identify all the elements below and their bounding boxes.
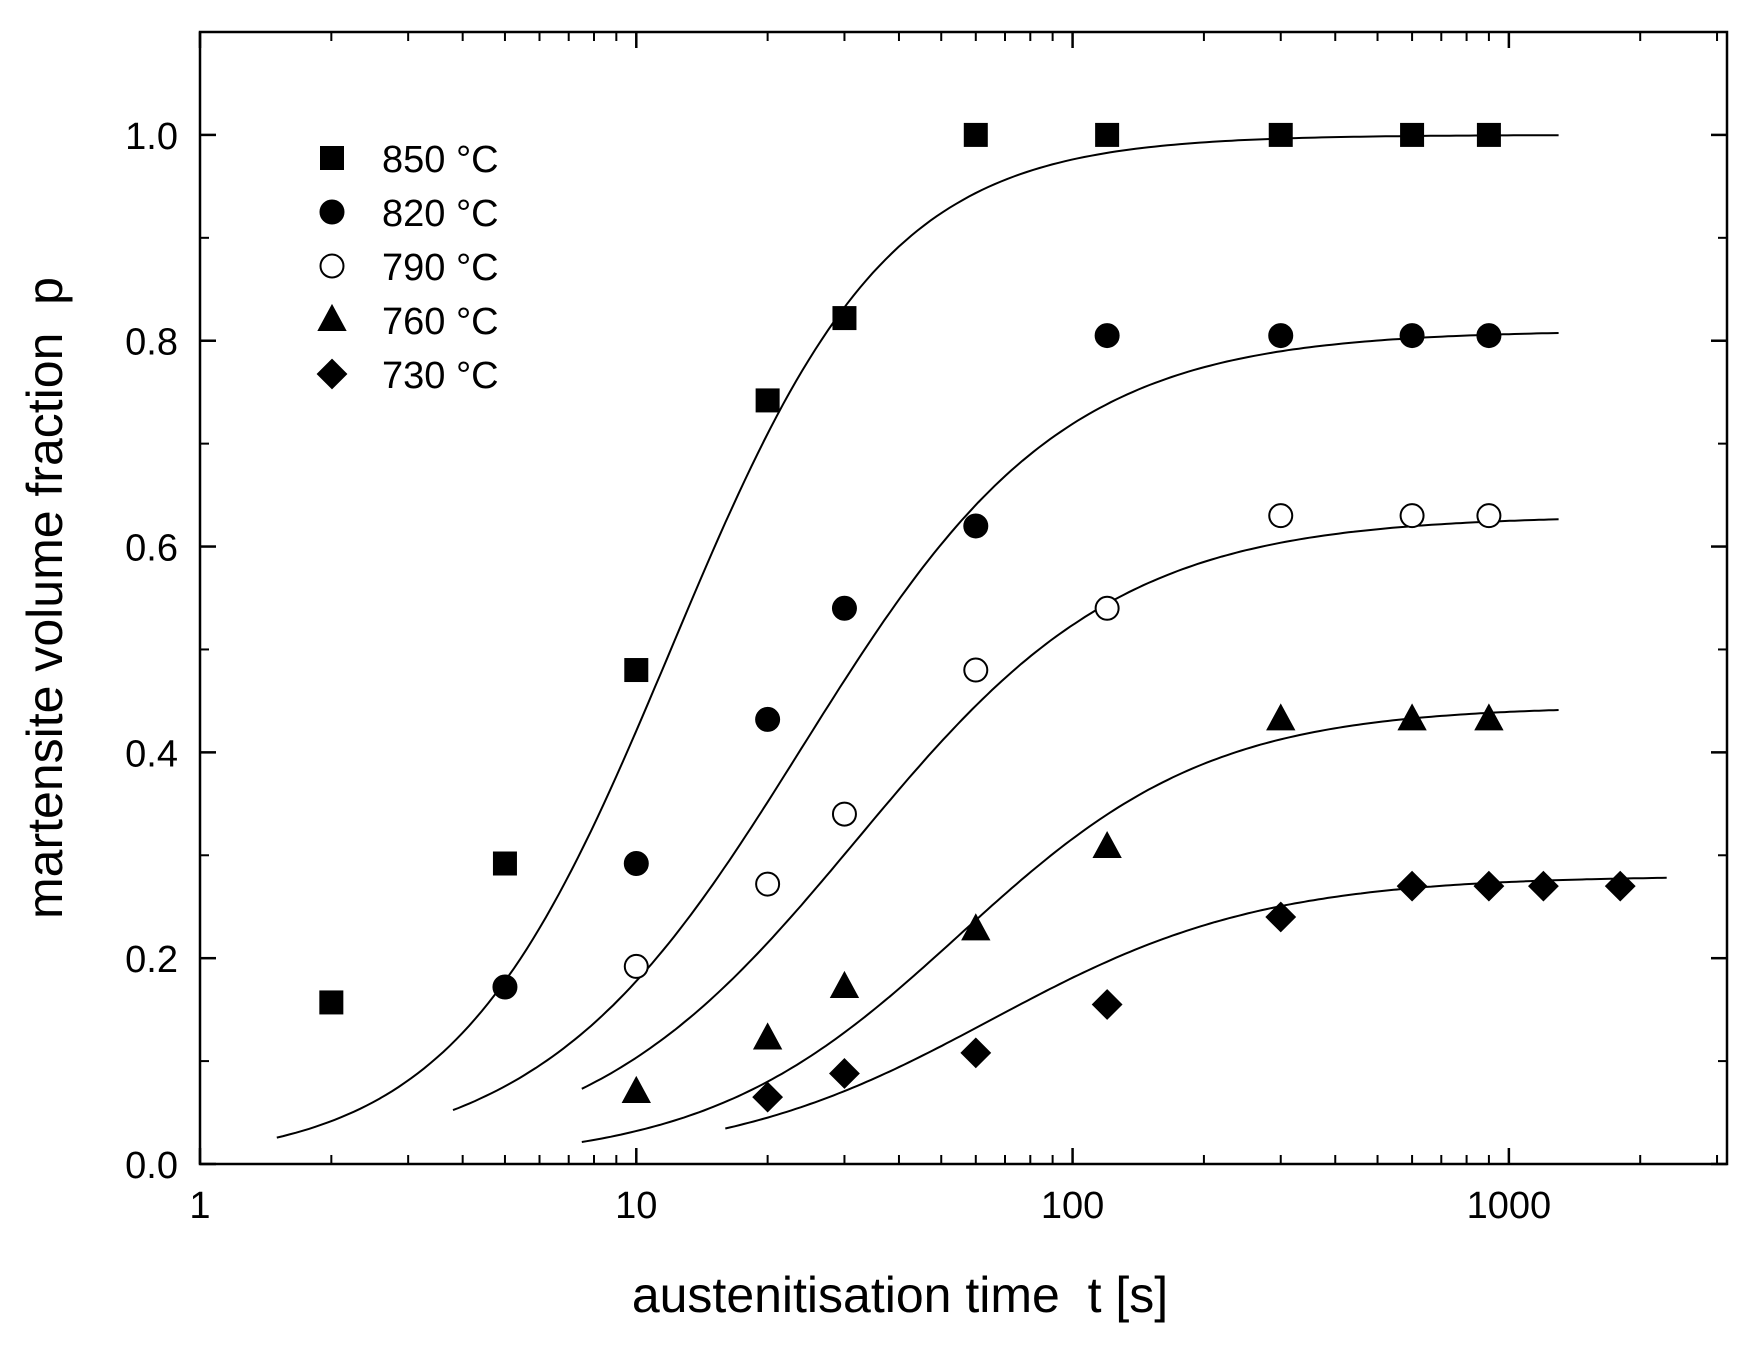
data-point [829,970,860,998]
data-point [1400,122,1425,147]
legend-marker [319,253,345,279]
data-point [1528,870,1559,902]
y-tick-label: 0.0 [125,1145,178,1187]
data-point [831,801,857,827]
y-tick-label: 1.0 [125,116,178,158]
data-point [1091,989,1123,1020]
x-tick-label: 10 [615,1185,657,1227]
data-point [752,1081,784,1113]
x-axis-label: austenitisation time t [s] [632,1267,1168,1323]
y-axis-label: martensite volume fraction p [17,277,73,919]
data-point [832,306,857,331]
fit-curve [581,518,1559,1090]
data-point [1476,503,1502,529]
x-tick-label: 1000 [1467,1185,1552,1227]
legend-marker [317,303,347,331]
y-tick-label: 0.8 [125,322,178,364]
fit-curve [581,709,1559,1143]
data-point [1474,703,1504,731]
legend-label: 760 °C [382,301,499,343]
data-point [1094,595,1120,621]
data-point [1268,503,1294,529]
fit-curve [276,134,1559,1139]
fit-curve [452,332,1559,1112]
data-point [1473,870,1505,902]
data-point [752,1022,783,1050]
data-point [960,1037,992,1069]
data-point [963,657,989,683]
data-point [1399,323,1425,349]
y-tick-label: 0.4 [125,733,178,775]
data-point [963,122,988,147]
data-point [1268,323,1294,349]
data-point [963,513,989,539]
legend-marker [320,146,344,170]
data-point [1268,122,1293,147]
data-point [1396,870,1428,902]
legend-label: 790 °C [382,247,499,289]
fit-curve [725,876,1667,1130]
data-point [623,851,649,877]
data-point [492,851,517,876]
plot-frame [198,30,1729,1166]
y-tick-label: 0.2 [125,939,178,981]
axis-ticks: 1 10 100 1000 0.0 0.2 0.4 0.6 0.8 1.0 [125,31,1727,1227]
data-point [1265,901,1297,933]
legend-marker [316,358,348,390]
data-point [1095,122,1120,147]
legend-label: 820 °C [382,193,499,235]
legend-label: 730 °C [382,355,499,397]
data-point [1094,323,1120,349]
data-point [755,388,780,413]
data-point [621,1075,651,1103]
legend-label: 850 °C [382,139,499,181]
data-point [755,871,781,897]
x-tick-label: 100 [1041,1185,1104,1227]
legend: 850 °C 820 °C 790 °C 760 °C 730 °C [316,139,499,397]
data-point [319,990,344,1015]
data-point [1476,323,1502,349]
fit-curves [276,134,1667,1143]
data-point [1399,503,1425,529]
data-point [1604,870,1636,902]
x-tick-label: 1 [189,1185,210,1227]
data-point [831,595,857,621]
data-point [624,658,649,683]
y-tick-label: 0.6 [125,528,178,570]
data-point [1092,830,1122,859]
data-point [829,1058,860,1089]
data-point [492,974,518,1000]
data-point [623,953,649,979]
data-point [755,706,781,732]
data-markers [319,122,1636,1113]
data-point [1397,703,1427,731]
data-point [961,913,991,941]
legend-marker [319,199,345,225]
data-point [1266,703,1296,731]
data-point [1476,122,1501,147]
